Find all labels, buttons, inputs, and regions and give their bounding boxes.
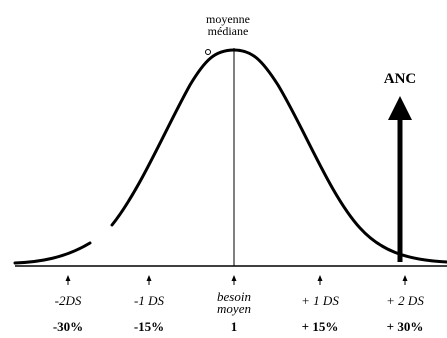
tick-label-besoin: besoin — [217, 289, 251, 304]
tick-mark-mean — [231, 275, 237, 285]
tick-label-plus-1ds: + 1 DS — [301, 293, 339, 308]
bell-curve-left-tail — [13, 241, 92, 265]
tick-mark-plus-2ds — [402, 275, 408, 285]
tick-label-minus-2ds: -2DS — [55, 293, 82, 308]
tick-marks — [65, 275, 408, 285]
tick-mark-plus-1ds — [317, 275, 323, 285]
percent-plus-30: + 30% — [387, 319, 424, 334]
tick-label-minus-1ds: -1 DS — [134, 293, 164, 308]
percent-mean-1: 1 — [231, 319, 238, 334]
tick-label-plus-2ds: + 2 DS — [386, 293, 424, 308]
tick-label-moyen: moyen — [217, 301, 251, 316]
anc-arrow — [388, 96, 412, 262]
peak-marker — [205, 49, 211, 55]
anc-label: ANC — [384, 71, 417, 87]
tick-mark-minus-2ds — [65, 275, 71, 285]
percent-minus-30: -30% — [53, 319, 83, 334]
mean-label: moyenne — [206, 12, 250, 26]
tick-mark-minus-1ds — [146, 275, 152, 285]
percent-plus-15: + 15% — [302, 319, 339, 334]
anc-arrow-head — [388, 96, 412, 120]
bell-curve-main — [110, 48, 447, 264]
percent-minus-15: -15% — [134, 319, 164, 334]
median-label: médiane — [208, 24, 249, 38]
